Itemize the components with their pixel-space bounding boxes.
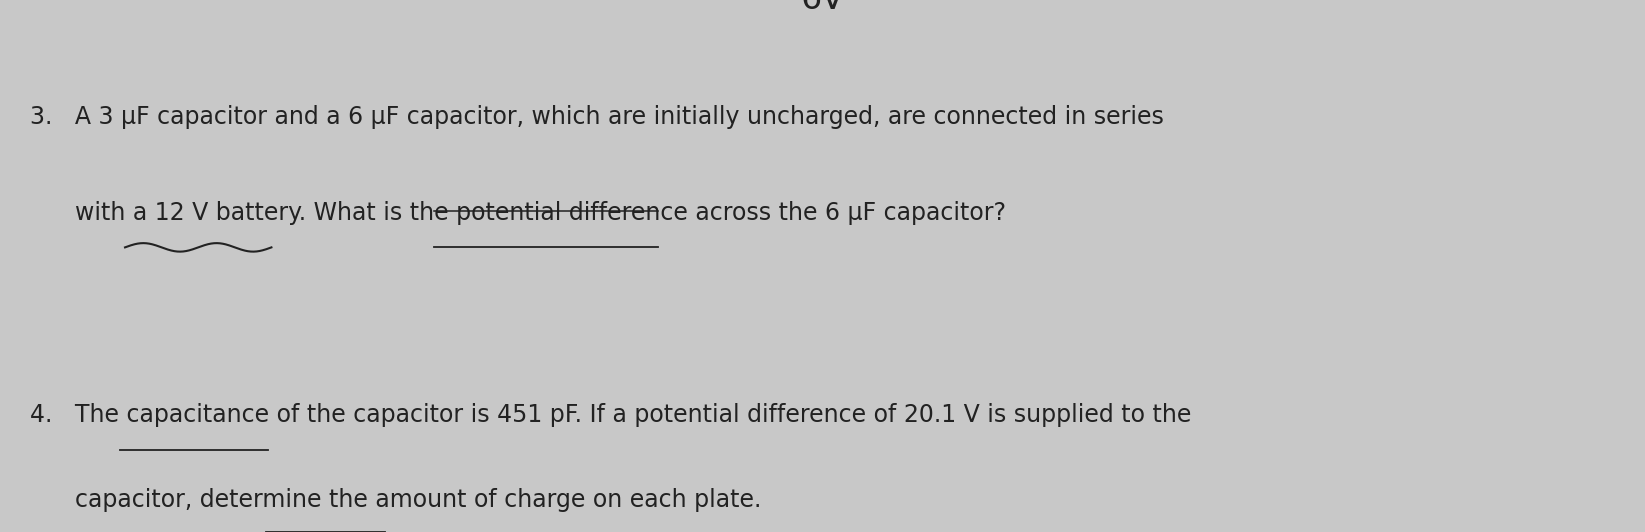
Text: capacitor, determine the amount of charge on each plate.: capacitor, determine the amount of charg… — [30, 488, 762, 512]
Text: 4.   The capacitance of the capacitor is 451 pF. If a potential difference of 20: 4. The capacitance of the capacitor is 4… — [30, 403, 1191, 427]
Text: 6V: 6V — [801, 0, 844, 16]
Text: with a 12 V battery. What is the potential difference across the 6 μF capacitor?: with a 12 V battery. What is the potenti… — [30, 201, 1005, 225]
Text: 3.   A 3 μF capacitor and a 6 μF capacitor, which are initially uncharged, are c: 3. A 3 μF capacitor and a 6 μF capacitor… — [30, 105, 1163, 129]
